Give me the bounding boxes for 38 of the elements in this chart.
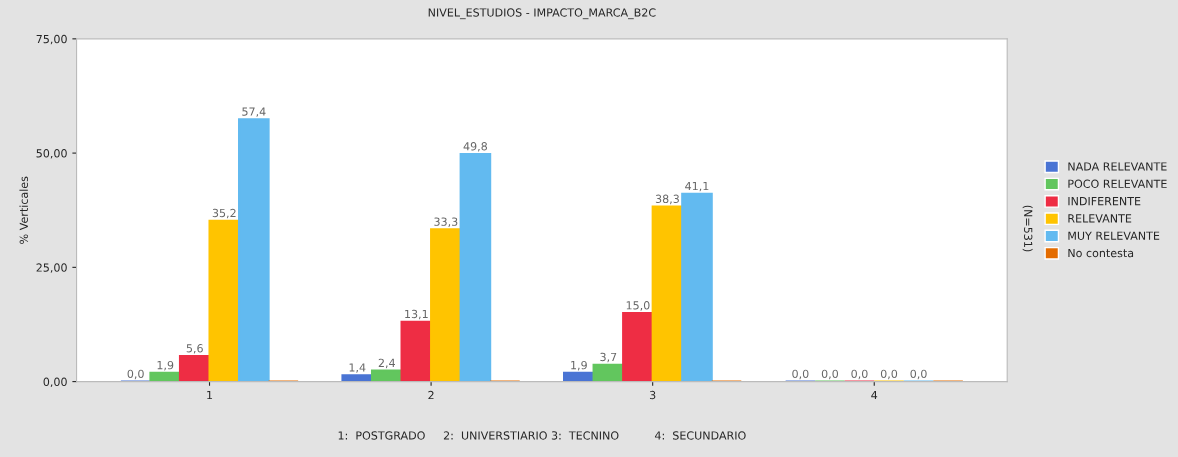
- chart-title: NIVEL_ESTUDIOS - IMPACTO_MARCA_B2C: [428, 8, 656, 20]
- legend-label: RELEVANTE: [1068, 214, 1132, 223]
- x-tick-label: 2: [428, 390, 434, 400]
- legend-label: No contesta: [1068, 248, 1134, 258]
- data-label: 15,0: [626, 301, 650, 311]
- x-tick-label: 4: [871, 390, 878, 400]
- y-axis-title: % Verticales: [19, 176, 29, 244]
- legend-label: NADA RELEVANTE: [1068, 162, 1167, 171]
- legend-label: POCO RELEVANTE: [1068, 179, 1167, 188]
- y-tick-label: 0,00: [43, 377, 67, 388]
- data-label: 41,1: [685, 181, 709, 192]
- legend-label: INDIFERENTE: [1068, 197, 1141, 206]
- data-label: 57,4: [242, 107, 266, 117]
- x-tick-label: 1: [207, 390, 213, 400]
- text: (N=531): [1022, 205, 1033, 252]
- text: 1: POSTGRADO 2: UNIVERSTIARIO 3: TECNINO 4: SECUNDARIO: [338, 431, 746, 440]
- y-tick-label: 50,00: [36, 149, 67, 159]
- data-label: 0,0: [792, 369, 809, 380]
- data-label: 1,4: [349, 363, 366, 373]
- data-label: 0,0: [851, 369, 868, 380]
- data-label: 49,8: [463, 142, 488, 152]
- data-label: 38,3: [655, 194, 679, 205]
- data-label: 0,0: [127, 369, 144, 380]
- data-label: 1,9: [571, 360, 587, 371]
- data-label: 35,2: [212, 208, 236, 219]
- data-label: 13,1: [405, 309, 428, 320]
- data-label: 0,0: [880, 369, 898, 380]
- data-label: 1,9: [157, 360, 174, 371]
- y-tick-label: 25,00: [36, 263, 67, 273]
- data-label: 2,4: [378, 358, 395, 369]
- legend-label: MUY RELEVANTE: [1068, 231, 1160, 240]
- data-label: 33,3: [434, 217, 458, 228]
- data-label: 5,6: [186, 344, 203, 354]
- data-label: 0,0: [821, 369, 839, 380]
- data-label: 3,7: [600, 352, 617, 363]
- data-label: 0,0: [910, 369, 927, 380]
- x-tick-label: 3: [649, 390, 656, 400]
- y-tick-label: 75,00: [36, 34, 67, 45]
